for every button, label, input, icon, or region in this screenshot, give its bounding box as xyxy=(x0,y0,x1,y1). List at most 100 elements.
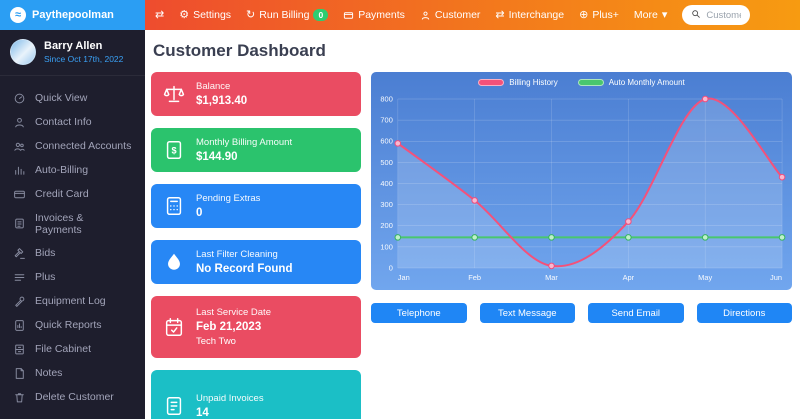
svg-text:100: 100 xyxy=(380,242,392,251)
brand-logo-icon: ≈ xyxy=(10,7,26,23)
contact-actions: Telephone Text Message Send Email Direct… xyxy=(371,303,792,323)
send-email-button[interactable]: Send Email xyxy=(588,303,684,323)
nav-settings[interactable]: ⚙ Settings xyxy=(179,8,232,21)
calculator-icon xyxy=(161,195,187,217)
sidebar-item-equipment-log[interactable]: Equipment Log xyxy=(0,289,145,313)
gear-icon: ⚙ xyxy=(179,8,190,21)
chart-legend: Billing History Auto Monthly Amount xyxy=(371,78,792,87)
last-service-date-card[interactable]: Last Service Date Feb 21,2023 Tech Two xyxy=(151,296,361,358)
refresh-icon: ↻ xyxy=(246,8,256,21)
search-icon xyxy=(691,9,701,22)
user-panel[interactable]: Barry Allen Since Oct 17th, 2022 xyxy=(0,30,145,76)
sidebar-item-connected-accounts[interactable]: Connected Accounts xyxy=(0,134,145,158)
svg-text:Feb: Feb xyxy=(468,273,481,282)
note-icon xyxy=(12,367,26,380)
user-name: Barry Allen xyxy=(44,40,103,52)
invoice-icon xyxy=(12,217,26,230)
last-filter-cleaning-card[interactable]: Last Filter Cleaning No Record Found xyxy=(151,240,361,284)
calendar-check-icon xyxy=(161,316,187,338)
balance-value: $1,913.40 xyxy=(196,95,248,107)
cabinet-icon xyxy=(12,343,26,356)
main-content: Customer Dashboard Balance $1,913.40 $ M… xyxy=(145,30,800,419)
svg-text:May: May xyxy=(698,273,712,282)
sidebar-item-quick-reports[interactable]: Quick Reports xyxy=(0,313,145,337)
svg-text:400: 400 xyxy=(380,179,392,188)
nav-plus[interactable]: ⊕ Plus+ xyxy=(579,8,619,21)
svg-text:Jun: Jun xyxy=(770,273,782,282)
monthly-billing-card[interactable]: $ Monthly Billing Amount $144.90 xyxy=(151,128,361,172)
customer-lookup xyxy=(682,5,750,25)
sidebar-item-file-cabinet[interactable]: File Cabinet xyxy=(0,337,145,361)
pending-extras-value: 0 xyxy=(196,207,203,219)
wrench-icon xyxy=(12,295,26,308)
card-title: Last Filter Cleaning xyxy=(196,249,278,260)
monthly-billing-value: $144.90 xyxy=(196,151,238,163)
water-drop-icon xyxy=(161,251,187,273)
card-title: Last Service Date xyxy=(196,307,271,318)
text-message-button[interactable]: Text Message xyxy=(479,303,575,323)
last-service-date-value: Feb 21,2023 xyxy=(196,321,262,333)
gavel-icon xyxy=(12,247,26,260)
sidebar-item-invoices-payments[interactable]: Invoices & Payments xyxy=(0,206,145,241)
sidebar-toggle-icon[interactable]: ⇄ xyxy=(155,8,165,21)
nav-run-billing[interactable]: ↻ Run Billing 0 xyxy=(246,8,329,21)
swap-icon: ⇄ xyxy=(495,8,505,21)
card-title: Balance xyxy=(196,81,231,92)
bars-icon xyxy=(12,164,26,177)
sidebar-item-delete-customer[interactable]: Delete Customer xyxy=(0,385,145,409)
user-since: Since Oct 17th, 2022 xyxy=(44,54,124,64)
dollar-file-icon: $ xyxy=(161,139,187,161)
report-icon xyxy=(12,319,26,332)
unpaid-invoices-card[interactable]: Unpaid Invoices 14 xyxy=(151,370,361,419)
svg-text:300: 300 xyxy=(380,200,392,209)
svg-text:200: 200 xyxy=(380,221,392,230)
sidebar-item-plus[interactable]: Plus xyxy=(0,265,145,289)
gauge-icon xyxy=(12,92,26,105)
svg-text:Mar: Mar xyxy=(545,273,558,282)
chevron-down-icon: ▾ xyxy=(661,8,668,21)
avatar xyxy=(10,39,36,65)
person-icon xyxy=(420,10,431,21)
balance-card[interactable]: Balance $1,913.40 xyxy=(151,72,361,116)
people-icon xyxy=(12,140,26,153)
card-title: Unpaid Invoices xyxy=(196,393,264,404)
sidebar-item-notes[interactable]: Notes xyxy=(0,361,145,385)
legend-billing-history[interactable]: Billing History xyxy=(478,78,558,87)
nav-payments[interactable]: Payments xyxy=(343,9,405,21)
last-filter-cleaning-value: No Record Found xyxy=(196,263,293,275)
sidebar-item-contact-info[interactable]: Contact Info xyxy=(0,110,145,134)
credit-card-icon xyxy=(343,10,354,21)
nav-customer[interactable]: Customer xyxy=(420,9,480,21)
scales-icon xyxy=(161,83,187,105)
billing-chart-panel: Billing History Auto Monthly Amount 0 100… xyxy=(371,72,792,290)
billing-history-swatch xyxy=(478,79,505,86)
telephone-button[interactable]: Telephone xyxy=(371,303,467,323)
stat-cards: Balance $1,913.40 $ Monthly Billing Amou… xyxy=(151,72,361,419)
brand-name: Paythepoolman xyxy=(32,9,114,21)
page-title: Customer Dashboard xyxy=(153,41,326,60)
sidebar-item-bids[interactable]: Bids xyxy=(0,241,145,265)
svg-text:600: 600 xyxy=(380,137,392,146)
customer-lookup-input[interactable] xyxy=(706,9,741,21)
nav-more[interactable]: More ▾ xyxy=(633,8,668,21)
chart-column: Billing History Auto Monthly Amount 0 100… xyxy=(371,72,792,419)
list-icon xyxy=(12,271,26,284)
nav-interchange[interactable]: ⇄ Interchange xyxy=(495,8,565,21)
legend-auto-monthly-amount[interactable]: Auto Monthly Amount xyxy=(577,78,685,87)
svg-text:700: 700 xyxy=(380,116,392,125)
svg-text:$: $ xyxy=(171,146,176,156)
sidebar-item-quick-view[interactable]: Quick View xyxy=(0,86,145,110)
brand[interactable]: ≈ Paythepoolman xyxy=(0,0,145,30)
card-title: Pending Extras xyxy=(196,193,261,204)
svg-text:800: 800 xyxy=(380,94,392,103)
credit-card-icon xyxy=(12,188,26,201)
pending-extras-card[interactable]: Pending Extras 0 xyxy=(151,184,361,228)
card-title: Monthly Billing Amount xyxy=(196,137,293,148)
directions-button[interactable]: Directions xyxy=(696,303,792,323)
trash-icon xyxy=(12,391,26,404)
sidebar-item-credit-card[interactable]: Credit Card xyxy=(0,182,145,206)
sidebar-item-auto-billing[interactable]: Auto-Billing xyxy=(0,158,145,182)
svg-text:Apr: Apr xyxy=(623,273,635,282)
svg-text:Jan: Jan xyxy=(398,273,410,282)
sidebar: ≈ Paythepoolman Barry Allen Since Oct 17… xyxy=(0,0,145,419)
